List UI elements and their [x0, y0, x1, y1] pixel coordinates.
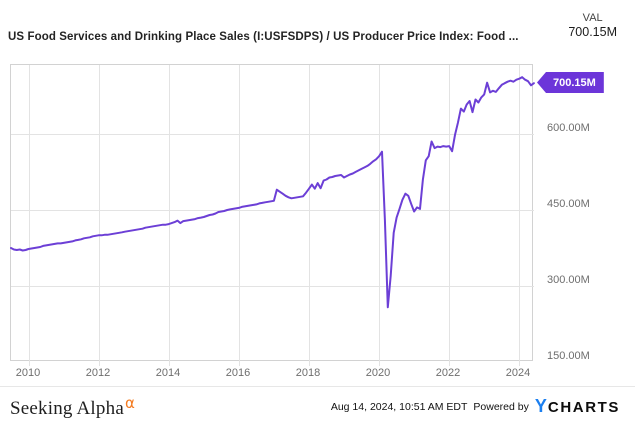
ycharts-logo: Y CHARTS [535, 396, 620, 417]
value-readout: VAL 700.15M [568, 12, 617, 40]
ycharts-wordmark: CHARTS [547, 399, 620, 416]
footer-attribution: Aug 14, 2024, 10:51 AM EDT Powered by Y … [331, 396, 620, 417]
alpha-icon: α [124, 394, 136, 412]
ycharts-y-icon: Y [534, 396, 547, 416]
x-axis-label: 2016 [225, 367, 251, 379]
y-axis-label: 150.00M [547, 350, 590, 362]
series-line [10, 76, 535, 309]
powered-by-label: Powered by [473, 400, 529, 413]
x-axis-label: 2014 [155, 367, 181, 379]
x-axis-label: 2022 [435, 367, 461, 379]
chart-timestamp: Aug 14, 2024, 10:51 AM EDT [330, 400, 468, 413]
x-axis-label: 2018 [295, 367, 321, 379]
footer-divider [0, 386, 635, 387]
value-readout-label: VAL [582, 12, 603, 24]
y-axis-label: 450.00M [547, 198, 590, 210]
x-axis-label: 2010 [15, 367, 41, 379]
chart-svg [10, 65, 535, 366]
last-value-badge: 700.15M [537, 72, 604, 93]
chart-title: US Food Services and Drinking Place Sale… [8, 31, 519, 43]
x-axis-label: 2012 [85, 367, 111, 379]
seeking-alpha-logo: Seeking Alphaα [10, 394, 135, 420]
x-axis-label: 2024 [505, 367, 531, 379]
x-axis-label: 2020 [365, 367, 391, 379]
y-axis-label: 300.00M [547, 274, 590, 286]
value-readout-value: 700.15M [568, 25, 617, 39]
seeking-alpha-wordmark: Seeking Alpha [10, 398, 124, 419]
plot-area [10, 64, 535, 366]
gridlines [11, 65, 534, 366]
y-axis-label: 600.00M [547, 122, 590, 134]
